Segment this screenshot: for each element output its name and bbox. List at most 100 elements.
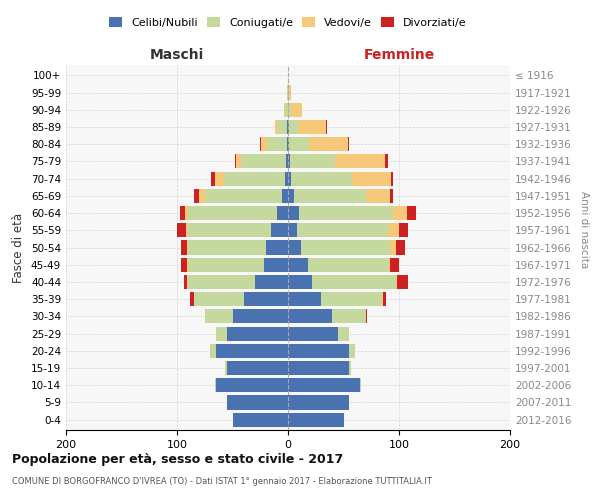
Bar [205, 189, 283, 203]
Bar [335, 154, 385, 168]
Bar [224, 172, 284, 185]
Bar [211, 172, 215, 185]
Bar [313, 275, 395, 289]
Bar [210, 344, 216, 358]
Bar [288, 412, 343, 426]
Bar [299, 206, 394, 220]
Bar [267, 137, 287, 152]
Bar [390, 240, 395, 254]
Bar [181, 206, 185, 220]
Bar [288, 361, 349, 375]
Bar [188, 275, 254, 289]
Bar [383, 292, 386, 306]
Bar [187, 240, 188, 254]
Bar [322, 292, 382, 306]
Bar [289, 86, 292, 100]
Text: Popolazione per età, sesso e stato civile - 2017: Popolazione per età, sesso e stato civil… [12, 452, 343, 466]
Bar [236, 154, 241, 168]
Bar [366, 310, 367, 324]
Bar [283, 189, 288, 203]
Bar [184, 275, 187, 289]
Bar [216, 326, 227, 340]
Bar [284, 172, 288, 185]
Bar [287, 86, 288, 100]
Bar [395, 240, 404, 254]
Bar [332, 310, 366, 324]
Bar [385, 154, 388, 168]
Bar [288, 326, 338, 340]
Bar [227, 361, 288, 375]
Bar [278, 120, 287, 134]
Bar [366, 189, 390, 203]
Bar [289, 120, 298, 134]
Bar [188, 258, 263, 272]
Bar [187, 258, 188, 272]
Bar [177, 223, 186, 238]
Bar [288, 223, 297, 238]
Bar [388, 258, 390, 272]
Bar [190, 292, 194, 306]
Legend: Celibi/Nubili, Coniugati/e, Vedovi/e, Divorziati/e: Celibi/Nubili, Coniugati/e, Vedovi/e, Di… [106, 14, 470, 31]
Bar [288, 154, 290, 168]
Bar [275, 120, 278, 134]
Bar [287, 137, 288, 152]
Bar [288, 344, 349, 358]
Bar [288, 172, 292, 185]
Bar [266, 240, 288, 254]
Bar [391, 172, 394, 185]
Bar [286, 154, 288, 168]
Bar [288, 310, 332, 324]
Bar [216, 344, 288, 358]
Text: Femmine: Femmine [364, 48, 434, 62]
Text: Anni di nascita: Anni di nascita [579, 192, 589, 268]
Bar [199, 189, 205, 203]
Bar [271, 223, 288, 238]
Bar [194, 292, 244, 306]
Bar [388, 223, 399, 238]
Bar [215, 378, 216, 392]
Bar [287, 120, 288, 134]
Bar [352, 172, 391, 185]
Bar [188, 223, 271, 238]
Bar [348, 137, 349, 152]
Bar [390, 189, 394, 203]
Text: Maschi: Maschi [150, 48, 204, 62]
Bar [395, 275, 397, 289]
Bar [288, 396, 349, 409]
Bar [297, 223, 388, 238]
Bar [360, 378, 361, 392]
Bar [288, 86, 289, 100]
Bar [277, 206, 288, 220]
Bar [216, 378, 288, 392]
Bar [233, 412, 288, 426]
Bar [235, 154, 236, 168]
Bar [185, 206, 188, 220]
Text: COMUNE DI BORGOFRANCO D'IVREA (TO) - Dati ISTAT 1° gennaio 2017 - Elaborazione T: COMUNE DI BORGOFRANCO D'IVREA (TO) - Dat… [12, 478, 432, 486]
Bar [215, 172, 224, 185]
Bar [288, 206, 299, 220]
Bar [288, 292, 322, 306]
Bar [187, 275, 188, 289]
Bar [292, 172, 352, 185]
Bar [288, 120, 289, 134]
Bar [301, 240, 390, 254]
Bar [227, 326, 288, 340]
Bar [349, 361, 351, 375]
Bar [205, 310, 233, 324]
Bar [290, 154, 335, 168]
Bar [233, 310, 288, 324]
Bar [263, 258, 288, 272]
Bar [382, 292, 383, 306]
Bar [186, 223, 188, 238]
Bar [288, 378, 360, 392]
Bar [338, 326, 349, 340]
Bar [349, 344, 355, 358]
Bar [260, 137, 262, 152]
Bar [288, 275, 313, 289]
Bar [309, 137, 348, 152]
Bar [227, 396, 288, 409]
Bar [397, 275, 408, 289]
Bar [288, 102, 292, 117]
Bar [289, 137, 309, 152]
Bar [181, 258, 187, 272]
